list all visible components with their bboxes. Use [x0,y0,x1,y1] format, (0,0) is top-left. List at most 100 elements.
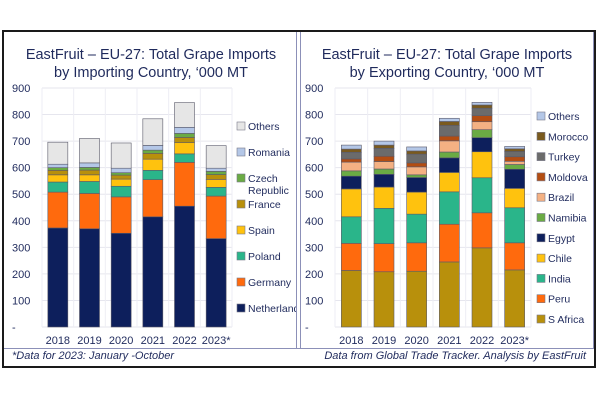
bar-segment-namibia-2021 [439,151,460,159]
bar-segment-netherlands-2023 [205,238,227,328]
bar-segment-others-2019 [79,138,100,164]
chart-title-line-2: by Importing Country, ‘000 MT [54,65,248,81]
bar-segment-peru-2020 [406,242,427,272]
bar-segment-moldova-2019 [373,155,395,162]
bar-segment-turkey-2023 [504,151,525,158]
bar-segment-egypt-2020 [406,177,427,193]
legend-swatch-egypt [536,233,546,243]
bar-segment-france-2021 [142,153,164,160]
x-tick-label: 2021 [437,335,461,347]
bar-segment-egypt-2018 [341,175,362,190]
x-tick-label: 2018 [46,335,70,347]
y-tick-label: 400 [12,216,30,228]
x-tick-label: 2023* [500,335,529,347]
bar-segment-spain-2023 [205,179,227,188]
legend-swatch-others [236,121,246,131]
bar-segment-chile-2023 [504,188,525,209]
bar-segment-turkey-2019 [373,147,395,157]
bar-segment-morocco-2023 [504,148,525,152]
y-tick-label: 700 [12,136,30,148]
y-tick-label: 600 [305,163,323,175]
bar-segment-morocco-2019 [373,144,395,149]
bar-segment-s-africa-2018 [341,270,362,328]
bar-segment-netherlands-2021 [142,216,164,328]
y-tick-label: 900 [12,83,30,95]
bar-segment-spain-2020 [110,178,132,187]
y-tick-label: 100 [305,295,323,307]
bar-segment-others-2023 [205,145,227,169]
legend-label-chile: Chile [548,253,572,265]
legend-label-moldova: Moldova [548,172,588,184]
chart-title-exporting: EastFruit – EU-27: Total Grape Imports b… [301,46,593,82]
bar-segment-romania-2021 [142,145,164,151]
bar-segment-peru-2019 [373,243,395,273]
bar-segment-peru-2018 [341,243,362,271]
legend-swatch-brazil [536,192,546,202]
chart-title-line-1: EastFruit – EU-27: Total Grape Imports [321,47,573,63]
bar-segment-s-africa-2022 [471,247,493,328]
bar-segment-s-africa-2023 [504,269,525,328]
bar-segment-netherlands-2022 [174,205,195,328]
bar-segment-brazil-2018 [341,161,362,172]
bar-segment-poland-2021 [142,170,164,180]
legend-swatch-spain [236,225,246,235]
bar-segment-netherlands-2018 [47,227,69,328]
legend-label-brazil: Brazil [548,192,574,204]
y-tick-label: 300 [305,242,323,254]
bar-segment-moldova-2020 [406,162,427,168]
chart-importing-country: - 100 200 300 400 500 600 700 800 900 2018 2019 2020… [12,83,296,347]
bar-segment-turkey-2018 [341,151,362,160]
y-tick-label: 600 [12,163,30,175]
bar-segment-germany-2018 [47,191,69,229]
x-tick-label: 2018 [339,335,363,347]
legend-swatch-turkey [536,152,546,161]
bar-segment-turkey-2021 [439,125,460,137]
bar-segment-brazil-2023 [504,160,525,165]
bar-segment-romania-2018 [47,163,69,168]
bar-segment-czech-republic-2018 [47,167,69,171]
bar-segment-moldova-2021 [439,135,460,142]
bar-segment-poland-2019 [79,181,100,194]
bar-segment-czech-republic-2023 [205,171,227,175]
bar-segment-france-2019 [79,169,100,176]
legend-swatch-peru [536,294,546,304]
bar-segment-france-2020 [110,174,132,180]
bar-segment-spain-2018 [47,174,69,183]
y-tick-label: - [12,322,16,334]
legend-swatch-france [236,199,246,209]
footer-divider [4,348,594,349]
legend-label-romania: Romania [248,147,290,159]
chart-panel-exporting: EastFruit – EU-27: Total Grape Imports b… [300,32,594,348]
bar-segment-moldova-2023 [504,156,525,162]
legend-swatch-romania [236,147,246,157]
bar-segment-others-2022 [174,102,195,128]
bar-segment-moldova-2018 [341,158,362,163]
legend-swatch-india [536,274,546,283]
legend-label-namibia: Namibia [548,213,587,225]
legend-label-poland: Poland [248,251,281,263]
bar-segment-egypt-2021 [439,157,460,173]
bar-segment-india-2020 [406,213,427,244]
bar-segment-s-africa-2021 [439,261,460,328]
legend-label-turkey: Turkey [548,152,580,164]
y-tick-label: 100 [12,295,30,307]
bar-segment-spain-2019 [79,174,100,182]
y-tick-label: 200 [12,269,30,281]
legend-label-india: India [548,273,571,285]
x-tick-label: 2022 [172,335,196,347]
bar-segment-czech-republic-2019 [79,167,100,171]
legend-swatch-netherlands [236,303,246,313]
y-tick-label: 500 [12,189,30,201]
footnote-2023-period: *Data for 2023: January -October [12,350,175,362]
bar-segment-namibia-2018 [341,170,362,177]
y-tick-label: 400 [305,216,323,228]
bar-segment-peru-2022 [471,212,493,249]
y-tick-label: 500 [305,189,323,201]
bar-segment-others-2018 [47,141,69,165]
legend-swatch-morocco [536,132,546,141]
legend-swatch-germany [236,277,246,287]
bar-segment-egypt-2019 [373,174,395,188]
bar-segment-others-2021 [142,118,164,146]
bar-segment-poland-2018 [47,181,69,193]
legend-swatch-moldova [536,172,546,182]
